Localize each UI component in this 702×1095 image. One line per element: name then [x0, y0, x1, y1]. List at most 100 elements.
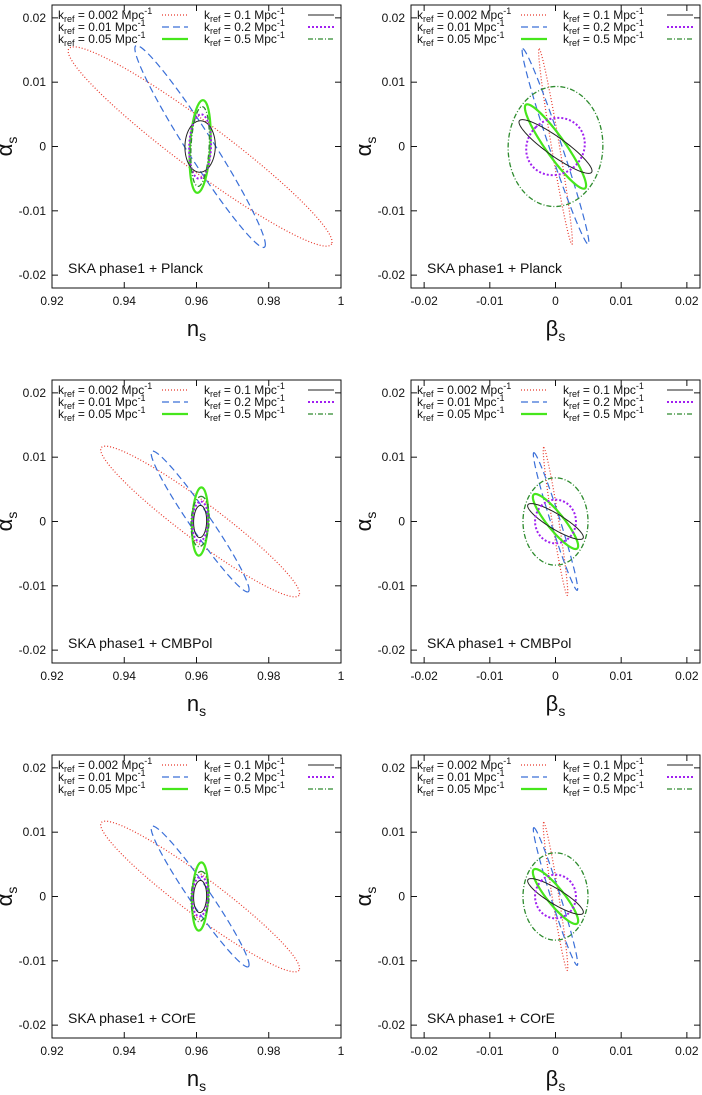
- y-tick-label: 0.02: [382, 761, 406, 775]
- x-tick-label: 0.02: [675, 1044, 699, 1058]
- ellipse-k02: [191, 875, 210, 918]
- ellipse-k001: [521, 48, 590, 245]
- y-tick-label: 0: [39, 515, 46, 529]
- x-tick-label: 0.02: [675, 669, 699, 683]
- legend-label-k01: kref = 0.1 Mpc-1: [204, 381, 285, 399]
- plot-frame: [410, 754, 701, 1039]
- panel-annotation: SKA phase1 + Planck: [68, 260, 204, 276]
- x-tick-label: 0.98: [257, 1044, 281, 1058]
- legend-label-k01: kref = 0.1 Mpc-1: [204, 756, 285, 774]
- panel-annotation: SKA phase1 + COrE: [427, 1010, 555, 1026]
- x-tick-label: 0.94: [113, 294, 137, 308]
- legend-label-k001: kref = 0.01 Mpc-1: [58, 393, 146, 411]
- y-tick-label: -0.01: [378, 204, 406, 218]
- ellipse-k0002: [538, 48, 573, 245]
- panel-annotation: SKA phase1 + CMBPol: [427, 635, 571, 651]
- ellipse-k005: [190, 486, 210, 557]
- ellipse-k0002: [100, 445, 301, 598]
- legend-label-k01: kref = 0.1 Mpc-1: [563, 756, 644, 774]
- x-tick-label: 0.98: [257, 669, 281, 683]
- y-tick-label: -0.02: [19, 1018, 47, 1032]
- y-tick-label: 0: [39, 140, 46, 154]
- ellipse-k001: [150, 450, 250, 593]
- ellipse-k001: [532, 827, 579, 966]
- x-tick-label: 0.01: [610, 294, 634, 308]
- x-tick-label: 0.96: [185, 1044, 209, 1058]
- x-axis-label: βs: [546, 1066, 566, 1094]
- y-tick-label: -0.01: [378, 579, 406, 593]
- y-tick-label: -0.02: [19, 643, 47, 657]
- legend-label-k05: kref = 0.5 Mpc-1: [204, 405, 285, 423]
- legend-label-k005: kref = 0.05 Mpc-1: [417, 405, 505, 423]
- x-tick-label: 1: [338, 1044, 345, 1058]
- ellipse-k05: [522, 477, 589, 566]
- y-tick-label: 0.01: [382, 825, 406, 839]
- ellipse-k001: [150, 825, 250, 968]
- plot-frame: [51, 379, 342, 664]
- legend-label-k005: kref = 0.05 Mpc-1: [417, 30, 505, 48]
- legend-label-k02: kref = 0.2 Mpc-1: [204, 393, 285, 411]
- x-tick-label: -0.02: [410, 1044, 438, 1058]
- y-axis-label: αs: [351, 887, 379, 907]
- legend-label-k001: kref = 0.01 Mpc-1: [417, 18, 505, 36]
- ellipse-k0002: [100, 820, 301, 973]
- legend-label-k0002: kref = 0.002 Mpc-1: [417, 381, 511, 399]
- ellipse-k01: [184, 120, 216, 173]
- legend-label-k0002: kref = 0.002 Mpc-1: [58, 381, 152, 399]
- panel-annotation: SKA phase1 + COrE: [68, 1010, 196, 1026]
- y-tick-label: -0.02: [19, 268, 47, 282]
- y-axis-label: αs: [0, 512, 20, 532]
- y-tick-label: -0.02: [378, 1018, 406, 1032]
- legend-label-k02: kref = 0.2 Mpc-1: [563, 768, 644, 786]
- chart-panel-1: 0.92 0.94 0.96 0.98 1 -0.02 -0.01 0 0.01 0.02 ns αs…: [0, 4, 345, 344]
- ellipse-k05: [190, 495, 210, 548]
- x-tick-label: 0.98: [257, 294, 281, 308]
- legend-label-k0002: kref = 0.002 Mpc-1: [417, 6, 511, 24]
- x-axis-label: ns: [187, 1066, 206, 1094]
- ellipse-k0002: [67, 46, 333, 247]
- ellipse-k01: [193, 879, 208, 914]
- x-axis-label: ns: [187, 316, 206, 344]
- plot-frame: [410, 379, 701, 664]
- ellipse-k01: [527, 503, 584, 540]
- chart-panel-4: -0.02 -0.01 0 0.01 0.02 -0.02 -0.01 0 0.01 0.02 βs…: [351, 379, 701, 719]
- legend-label-k01: kref = 0.1 Mpc-1: [563, 6, 644, 24]
- x-tick-label: 0.96: [185, 669, 209, 683]
- legend-label-k005: kref = 0.05 Mpc-1: [58, 405, 146, 423]
- y-axis-label: αs: [0, 137, 20, 157]
- x-tick-label: 0.01: [610, 669, 634, 683]
- plot-frame: [410, 4, 701, 289]
- x-tick-label: 0.96: [185, 294, 209, 308]
- x-tick-label: 0.02: [675, 294, 699, 308]
- y-tick-label: 0: [398, 140, 405, 154]
- legend-label-k02: kref = 0.2 Mpc-1: [563, 18, 644, 36]
- x-tick-label: -0.02: [410, 294, 438, 308]
- legend-label-k05: kref = 0.5 Mpc-1: [204, 780, 285, 798]
- ellipse-k05: [507, 85, 604, 208]
- legend-label-k005: kref = 0.05 Mpc-1: [417, 780, 505, 798]
- y-axis-label: αs: [0, 887, 20, 907]
- y-tick-label: 0: [39, 890, 46, 904]
- legend-label-k005: kref = 0.05 Mpc-1: [58, 780, 146, 798]
- y-tick-label: 0: [398, 890, 405, 904]
- x-tick-label: -0.01: [476, 294, 504, 308]
- panel-annotation: SKA phase1 + Planck: [427, 260, 563, 276]
- x-tick-label: -0.02: [410, 669, 438, 683]
- legend-label-k05: kref = 0.5 Mpc-1: [204, 30, 285, 48]
- ellipse-k005: [531, 867, 580, 926]
- x-axis-label: βs: [546, 691, 566, 719]
- y-axis-label: αs: [351, 512, 379, 532]
- chart-panel-5: 0.92 0.94 0.96 0.98 1 -0.02 -0.01 0 0.01 0.02 ns αs…: [0, 754, 345, 1094]
- x-tick-label: 0.92: [40, 1044, 64, 1058]
- y-tick-label: -0.01: [19, 954, 47, 968]
- legend-label-k02: kref = 0.2 Mpc-1: [204, 768, 285, 786]
- y-tick-label: -0.02: [378, 643, 406, 657]
- legend-label-k01: kref = 0.1 Mpc-1: [204, 6, 285, 24]
- y-tick-label: 0.02: [23, 386, 47, 400]
- y-tick-label: 0.01: [23, 75, 47, 89]
- x-tick-label: 1: [338, 294, 345, 308]
- chart-panel-2: -0.02 -0.01 0 0.01 0.02 -0.02 -0.01 0 0.01 0.02 βs…: [351, 4, 701, 344]
- x-tick-label: 1: [338, 669, 345, 683]
- x-tick-label: -0.01: [476, 1044, 504, 1058]
